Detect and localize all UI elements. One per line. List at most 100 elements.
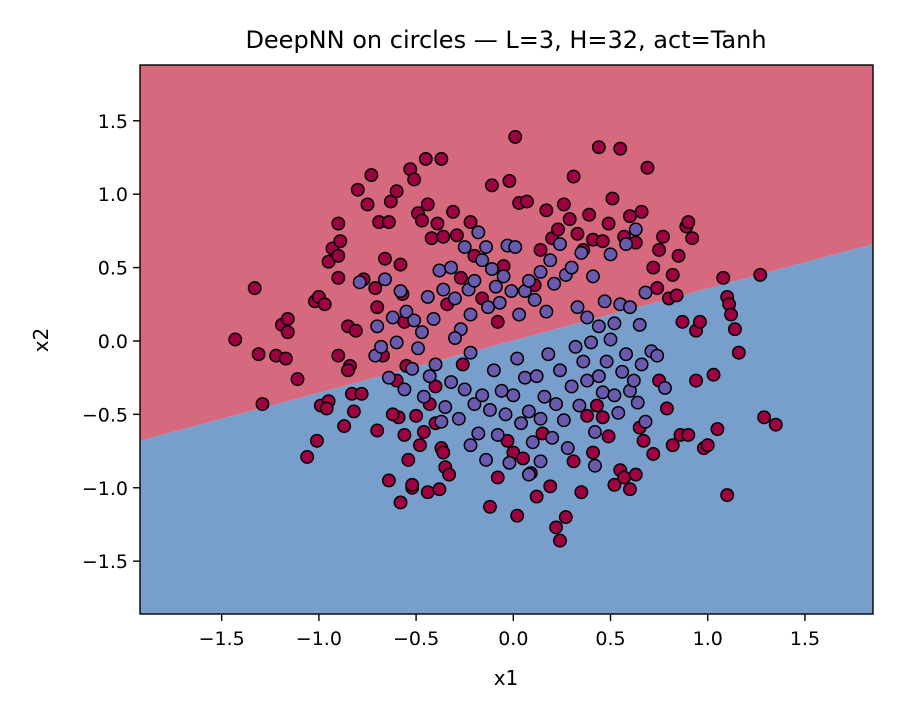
data-point [457,240,472,254]
data-point [479,240,494,254]
data-point [370,423,385,438]
data-point [484,178,499,193]
data-point [521,404,536,419]
data-point [510,508,525,523]
data-point [488,279,503,294]
data-point [370,300,385,315]
lower-region [140,244,873,614]
data-point [728,322,742,337]
data-point [681,215,696,230]
data-point [558,510,573,525]
data-point [364,168,379,183]
data-point [401,452,416,467]
data-point [603,332,618,347]
data-point [483,499,497,514]
data-point [658,380,672,395]
data-point [502,174,517,188]
data-point [619,347,634,362]
x-axis-label: x1 [494,666,519,690]
data-point [446,204,460,219]
data-point [448,291,462,306]
data-point [576,354,591,369]
data-point [331,270,346,285]
data-point [444,375,459,390]
data-point [354,386,369,401]
data-point [623,300,637,315]
data-point [572,398,587,413]
data-point [588,458,602,473]
data-point [333,234,348,249]
data-point [652,243,667,257]
data-point [582,207,597,222]
data-point [681,427,696,442]
data-point [471,426,486,441]
data-point [586,445,600,460]
data-point [646,447,661,461]
data-point [490,427,505,442]
data-point [481,300,495,315]
data-point [607,388,622,403]
data-point [646,260,661,275]
data-point [432,263,447,278]
data-point [541,347,556,362]
data-point [420,197,435,212]
y-tick-label: −0.5 [82,404,128,426]
data-point [385,407,400,422]
data-point [543,479,558,494]
data-point [580,310,595,325]
data-point [605,191,620,206]
y-axis-ticks: −1.5 −1.0 −0.5 0.0 0.5 1.0 1.5 [82,111,140,573]
data-point [436,445,451,460]
data-point [632,317,647,332]
data-point [533,243,548,257]
data-point [331,248,346,263]
data-point [228,332,243,347]
decision-regions [140,65,873,614]
data-point [601,216,616,231]
data-point [595,385,610,400]
data-point [255,397,270,412]
data-point [251,347,266,362]
data-point [381,473,396,488]
data-point [378,251,392,266]
data-point [628,222,643,237]
data-point [519,194,534,209]
data-point [393,257,408,272]
data-point [753,267,768,282]
data-point [506,388,521,403]
data-point [430,216,445,231]
data-point [407,172,422,187]
data-point [595,234,610,249]
data-point [457,382,472,397]
data-point [700,438,715,453]
data-point [720,488,735,503]
data-point [549,397,564,412]
data-point [630,395,645,410]
data-point [385,310,400,325]
data-point [463,307,478,322]
data-point [617,470,632,485]
data-point [560,441,575,456]
data-point [444,260,459,275]
data-point [553,533,567,548]
data-point [689,373,704,388]
data-point [591,319,606,334]
data-point [424,231,439,246]
data-point [650,281,665,296]
data-point [381,215,396,230]
data-point [416,389,431,404]
x-tick-label: −1.5 [199,628,245,650]
data-point [514,416,529,431]
data-point [475,388,490,403]
x-tick-label: 1.0 [693,628,723,650]
data-point [280,325,295,340]
data-point [525,435,540,450]
data-point [420,289,435,304]
data-point [502,455,517,470]
data-point [628,467,643,482]
data-point [331,348,346,363]
data-point [584,335,599,350]
data-point [650,348,665,363]
